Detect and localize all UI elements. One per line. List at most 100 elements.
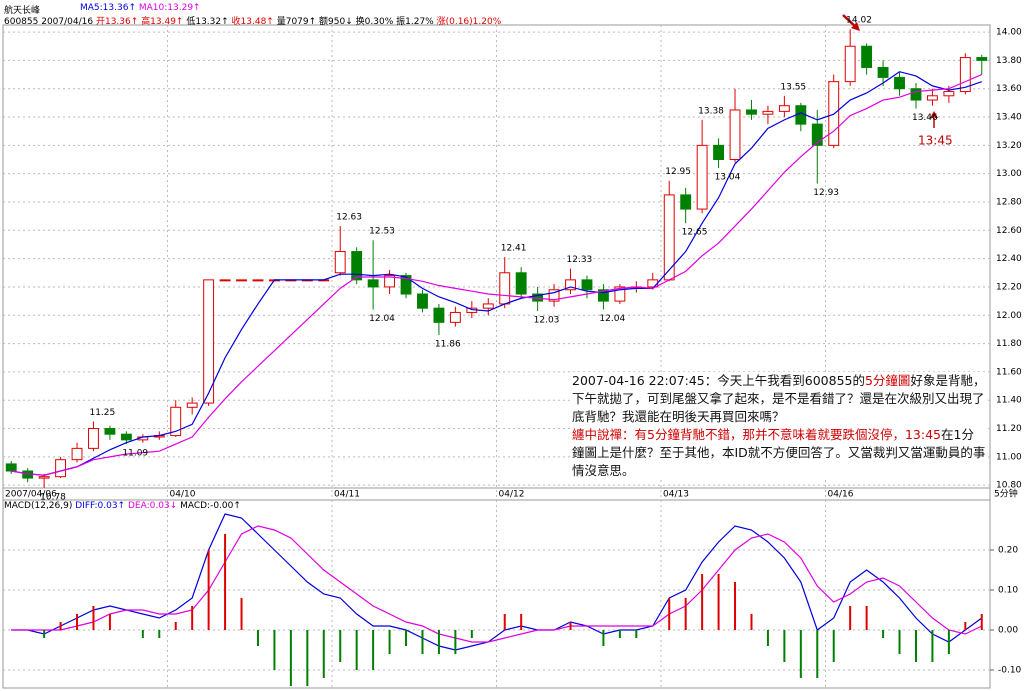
note-text: 5分鐘圖 <box>864 373 911 388</box>
x-tick-label: 2007/04/06 <box>5 490 57 500</box>
price-label: 11.86 <box>435 340 461 350</box>
candle-body <box>696 144 708 210</box>
note-text: 在1分鐘圖上是什麼？至于其他，本ID就不方便回答了。又當裁判又當運動員的事情沒意… <box>572 427 986 478</box>
candle-body <box>515 272 527 295</box>
candle-body <box>861 45 873 68</box>
price-label: 12.33 <box>567 255 593 265</box>
price-label: 11.09 <box>122 449 148 459</box>
legend: MACD(12,26,9) DIFF:0.03↑ DEA:0.03↓ MACD:… <box>4 501 241 511</box>
price-label: 13.04 <box>715 173 741 183</box>
y-tick-label: 13.00 <box>996 169 1022 179</box>
candle-body <box>647 279 659 288</box>
candle-body <box>334 251 346 274</box>
note-paragraph: 2007-04-16 22:07:45：今天上午我看到600855的5分鐘圖好象… <box>572 372 986 426</box>
price-label: 13.46 <box>912 113 938 123</box>
y-tick-label: 13.40 <box>996 113 1022 123</box>
candle-body <box>614 286 626 302</box>
price-label: 12.65 <box>682 228 708 238</box>
candle-body <box>71 447 83 461</box>
legend: MA5:13.36↑ MA10:13.29↑ <box>80 3 201 13</box>
candle-body <box>746 109 757 115</box>
y-tick-label: 11.60 <box>996 367 1022 377</box>
legend-entry: MA5:13.36↑ <box>80 3 136 13</box>
candle-body <box>351 251 363 281</box>
candle-body <box>367 279 379 288</box>
candle-body <box>959 57 971 93</box>
price-label: 12.03 <box>534 316 560 326</box>
legend-entry: DIFF:0.03↑ <box>75 501 126 511</box>
candle-body <box>203 279 215 404</box>
price-label: 11.25 <box>89 408 115 418</box>
candle-body <box>548 289 560 302</box>
candle-body <box>910 88 922 101</box>
note-text: 好象是背馳，下午就拋了，可到尾盤又拿了起來，是不是看錯了？還是在次級別又出現了底… <box>572 373 986 424</box>
panel-title: MACD(12,26,9) <box>4 501 73 511</box>
macd-line <box>11 513 983 651</box>
ma-line <box>11 71 982 476</box>
candle-body <box>680 194 692 210</box>
price-label: 10.78 <box>40 493 66 503</box>
candle-body <box>219 279 231 282</box>
candle-body <box>926 95 938 101</box>
y-tick-label: 13.20 <box>996 141 1022 151</box>
price-label: 13.38 <box>698 106 724 116</box>
code-date: 600855 2007/04/16 <box>4 17 94 27</box>
quote-item: 收13.48↑ <box>231 17 274 27</box>
candle-body <box>762 110 774 115</box>
period-label: 5分钟 <box>994 488 1018 500</box>
candle-body <box>38 476 50 479</box>
stock-name: 航天长峰 <box>4 6 41 16</box>
quote: 开13.36↑ 高13.49↑ 低13.32↑ 收13.48↑ 量7079↑ 额… <box>96 17 501 27</box>
quote-item: 振1.27% <box>396 17 434 27</box>
price-label: 12.63 <box>336 213 362 223</box>
y-tick-label: 0.00 <box>998 626 1018 636</box>
candle-body <box>417 293 428 309</box>
candle-body <box>663 194 675 281</box>
quote-item: 额950↓ <box>319 17 353 27</box>
x-tick-label: 04/16 <box>828 490 854 500</box>
callout: 13:45 <box>918 134 953 148</box>
quote-item: 低13.32↑ <box>186 17 229 27</box>
candle-body <box>499 272 511 305</box>
quote-item: 开13.36↑ <box>95 17 139 27</box>
price-label: 12.93 <box>813 188 839 198</box>
y-tick-label: 11.40 <box>996 396 1022 406</box>
candle-body <box>55 459 67 478</box>
candle-body <box>186 402 198 408</box>
candle-body <box>236 279 247 282</box>
quote-item: 高13.49↑ <box>141 17 184 27</box>
y-tick-label: 13.60 <box>996 84 1022 94</box>
candle-body <box>844 45 856 83</box>
x-tick-label: 04/10 <box>170 490 196 500</box>
candle-body <box>400 275 412 295</box>
note-text: 2007-04-16 22:07:45：今天上午我看到600855的 <box>572 373 865 388</box>
candle-body <box>877 66 889 78</box>
x-tick-label: 04/13 <box>663 490 689 500</box>
price-label: 12.53 <box>369 227 395 237</box>
arrow-head <box>930 111 938 118</box>
y-tick-label: 11.20 <box>996 424 1022 434</box>
price-label: 12.95 <box>665 167 691 177</box>
candle-body <box>433 307 445 323</box>
candle-body <box>894 76 905 90</box>
candle-body <box>778 105 790 112</box>
legend-entry: MA10:13.29↑ <box>138 3 201 13</box>
y-tick-label: 12.60 <box>996 226 1022 236</box>
y-tick-label: 11.00 <box>996 452 1022 462</box>
note-paragraph: 纏中說禪：有5分鐘背馳不錯，那并不意味着就要跌個沒停，13:45在1分鐘圖上是什… <box>572 426 986 480</box>
candle-body <box>713 144 725 161</box>
candle-body <box>5 463 17 472</box>
candle-body <box>943 91 955 97</box>
y-tick-label: 12.80 <box>996 197 1022 207</box>
quote-line: 600855 2007/04/16 开13.36↑ 高13.49↑ 低13.32… <box>4 14 501 27</box>
price-label: 12.04 <box>369 314 395 324</box>
legend-entry: MACD:-0.00↑ <box>180 501 241 511</box>
candle-body <box>170 406 182 437</box>
candle-body <box>976 57 988 61</box>
candle-body <box>811 123 823 146</box>
y-tick-label: 11.80 <box>996 339 1022 349</box>
x-tick-label: 04/11 <box>334 490 360 500</box>
y-tick-label: 10.80 <box>996 481 1022 491</box>
legend-entry: DEA:0.03↓ <box>127 501 178 511</box>
